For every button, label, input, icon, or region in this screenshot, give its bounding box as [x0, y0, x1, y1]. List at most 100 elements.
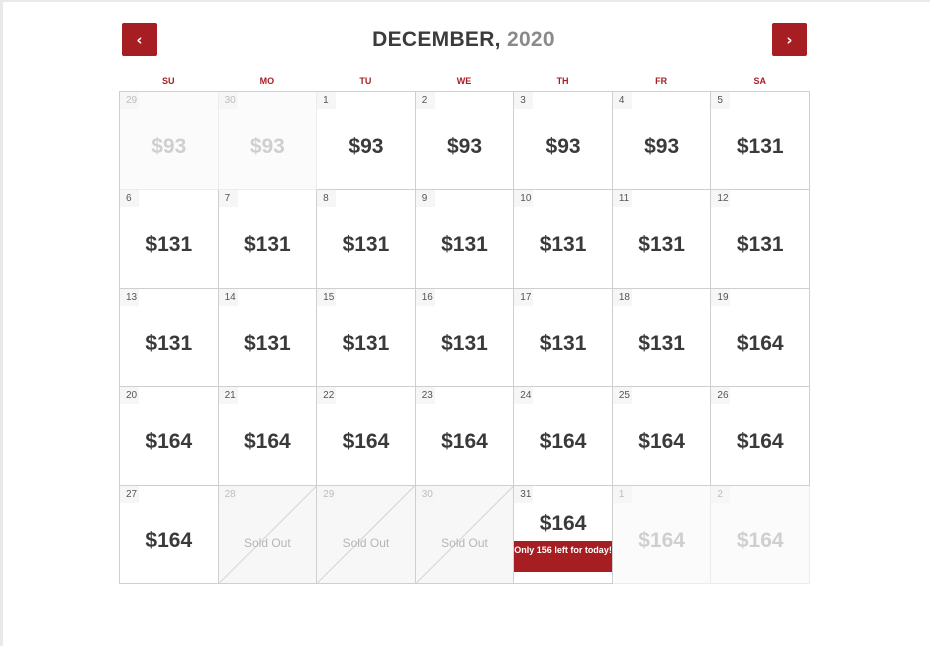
day-number: 16	[415, 288, 435, 306]
day-number: 6	[120, 190, 139, 208]
day-price: $93	[446, 135, 483, 158]
day-price: $164	[638, 430, 685, 454]
day-price: $164	[736, 331, 784, 355]
availability-alert: Only 156 left for today!	[514, 540, 612, 572]
day-price: $164	[145, 528, 193, 552]
day-cell[interactable]: 6 $131	[120, 190, 219, 289]
day-price: $131	[342, 233, 390, 257]
day-number: 1	[317, 92, 337, 109]
sold-out-label: Sold Out	[441, 535, 488, 550]
day-number: 30	[218, 92, 238, 109]
day-price: $131	[441, 233, 488, 257]
day-cell[interactable]: 16 $131	[415, 288, 515, 388]
day-cell[interactable]: 3 $93	[514, 92, 613, 191]
day-number: 2	[711, 485, 731, 503]
day-cell[interactable]: 15 $131	[317, 288, 416, 388]
day-price: $131	[638, 331, 685, 355]
day-cell[interactable]: 11 $131	[612, 190, 712, 289]
day-cell: 29 $93	[120, 92, 219, 191]
day-price: $93	[644, 135, 680, 158]
day-cell[interactable]: 8 $131	[317, 190, 416, 289]
day-number: 30	[415, 485, 435, 503]
day-cell[interactable]: 1 $93	[317, 92, 416, 191]
prev-month-button[interactable]: ‹	[122, 23, 157, 56]
day-cell[interactable]: 20 $164	[120, 387, 219, 486]
chevron-left-icon: ‹	[136, 30, 143, 49]
day-price: $131	[736, 233, 784, 257]
day-cell[interactable]: 19 $164	[711, 288, 810, 388]
day-number: 3	[514, 92, 534, 109]
day-cell[interactable]: 21 $164	[218, 387, 318, 486]
day-price: $131	[539, 233, 587, 257]
day-price: $164	[638, 528, 685, 552]
day-cell: 30 $93	[218, 92, 318, 191]
day-number: 19	[711, 288, 731, 306]
day-cell[interactable]: 4 $93	[612, 92, 712, 191]
weekday-label: TU	[359, 76, 372, 86]
month-name: DECEMBER,	[372, 28, 501, 51]
day-cell: 1 $164	[612, 485, 712, 584]
day-price: $131	[243, 331, 291, 355]
year: 2020	[506, 28, 555, 51]
day-number: 15	[317, 288, 337, 306]
day-price: $131	[539, 331, 587, 355]
day-cell: 29 Sold Out	[317, 485, 416, 584]
day-cell[interactable]: 18 $131	[612, 288, 712, 388]
day-number: 5	[711, 92, 731, 109]
day-number: 21	[218, 387, 238, 405]
day-number: 14	[218, 288, 238, 306]
day-price: $164	[539, 430, 587, 454]
day-number: 29	[317, 485, 337, 503]
day-number: 12	[711, 190, 731, 208]
day-cell[interactable]: 14 $131	[218, 288, 318, 388]
day-price: $131	[145, 331, 193, 355]
day-cell: 30 Sold Out	[415, 485, 515, 584]
day-cell[interactable]: 13 $131	[120, 288, 219, 388]
day-cell[interactable]: 5 $131	[711, 92, 810, 191]
day-number: 18	[612, 288, 632, 306]
day-cell[interactable]: 7 $131	[218, 190, 318, 289]
day-price: $164	[736, 528, 784, 552]
day-number: 25	[612, 387, 632, 405]
day-number: 9	[415, 190, 435, 208]
calendar-grid: 29 $93 30 $93 1 $93 2 $93 3 $93 4 $93 5 $131 6 $131 7 $13…	[119, 91, 810, 584]
day-number: 27	[120, 485, 139, 503]
day-cell[interactable]: 2 $93	[415, 92, 515, 191]
day-price: $164	[243, 430, 291, 454]
day-price: $164	[145, 430, 193, 454]
day-number: 26	[711, 387, 731, 405]
day-number: 2	[415, 92, 435, 109]
day-number: 13	[120, 288, 139, 306]
day-cell[interactable]: 17 $131	[514, 288, 613, 388]
sold-out-label: Sold Out	[342, 535, 390, 550]
day-cell[interactable]: 31 $164 Only 156 left for today!	[514, 485, 613, 584]
day-cell[interactable]: 10 $131	[514, 190, 613, 289]
day-cell: 2 $164	[711, 485, 810, 584]
day-price: $131	[736, 135, 784, 158]
day-number: 23	[415, 387, 435, 405]
day-cell[interactable]: 27 $164	[120, 485, 219, 584]
day-cell[interactable]: 25 $164	[612, 387, 712, 486]
day-price: $131	[145, 233, 193, 257]
day-cell[interactable]: 12 $131	[711, 190, 810, 289]
day-cell[interactable]: 26 $164	[711, 387, 810, 486]
sold-out-slash	[317, 486, 415, 583]
day-cell[interactable]: 22 $164	[317, 387, 416, 486]
day-cell[interactable]: 23 $164	[415, 387, 515, 486]
day-number: 22	[317, 387, 337, 405]
weekday-label: TH	[556, 76, 569, 86]
day-number: 7	[218, 190, 238, 208]
day-price: $93	[545, 135, 581, 158]
weekday-label: SA	[753, 76, 766, 86]
sold-out-label: Sold Out	[244, 535, 291, 550]
day-cell[interactable]: 24 $164	[514, 387, 613, 486]
day-cell[interactable]: 9 $131	[415, 190, 515, 289]
next-month-button[interactable]: ›	[772, 23, 807, 56]
day-number: 17	[514, 288, 534, 306]
day-price: $131	[243, 233, 291, 257]
day-number: 8	[317, 190, 337, 208]
day-number: 24	[514, 387, 534, 405]
day-price: $164	[736, 430, 784, 454]
day-number: 31	[514, 485, 534, 503]
day-number: 28	[218, 485, 238, 503]
